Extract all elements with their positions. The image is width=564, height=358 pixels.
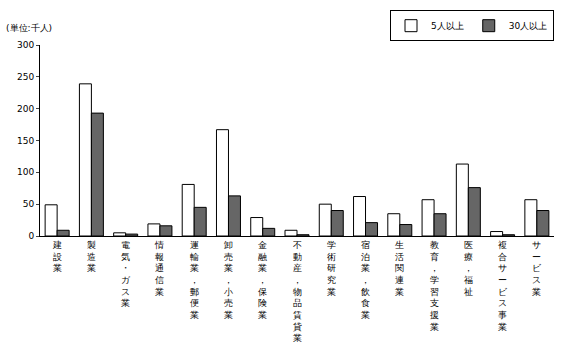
svg-text:250: 250 [17,72,34,82]
svg-text:0: 0 [28,231,34,241]
svg-text:5人以上: 5人以上 [431,21,464,31]
svg-text:(単位:千人): (単位:千人) [6,23,52,33]
svg-text:生活関連業: 生活関連業 [395,240,404,297]
svg-text:金融業，保険業: 金融業，保険業 [258,240,267,320]
svg-text:情報通信業: 情報通信業 [154,240,164,297]
svg-text:300: 300 [17,40,34,50]
svg-text:学術研究業: 学術研究業 [327,240,336,297]
svg-text:200: 200 [17,104,34,114]
svg-text:サービス業: サービス業 [532,240,542,297]
svg-text:不動産，物品賃貸業: 不動産，物品賃貸業 [293,240,302,344]
svg-text:宿泊業，飲食業: 宿泊業，飲食業 [361,240,370,320]
svg-text:30人以上: 30人以上 [509,21,547,31]
svg-text:50: 50 [23,199,35,209]
svg-text:複合サービス事業: 複合サービス事業 [498,240,508,332]
svg-text:電気・ガス業: 電気・ガス業 [121,240,131,308]
svg-text:医療，福祉: 医療，福祉 [464,240,473,297]
svg-text:運輸業，郵便業: 運輸業，郵便業 [190,240,199,320]
svg-text:卸売業，小売業: 卸売業，小売業 [224,240,233,320]
svg-text:建設業: 建設業 [52,240,62,273]
svg-text:100: 100 [17,167,34,177]
svg-text:製造業: 製造業 [87,240,96,273]
svg-text:教育，学習支援業: 教育，学習支援業 [430,240,439,332]
svg-text:150: 150 [17,136,34,146]
